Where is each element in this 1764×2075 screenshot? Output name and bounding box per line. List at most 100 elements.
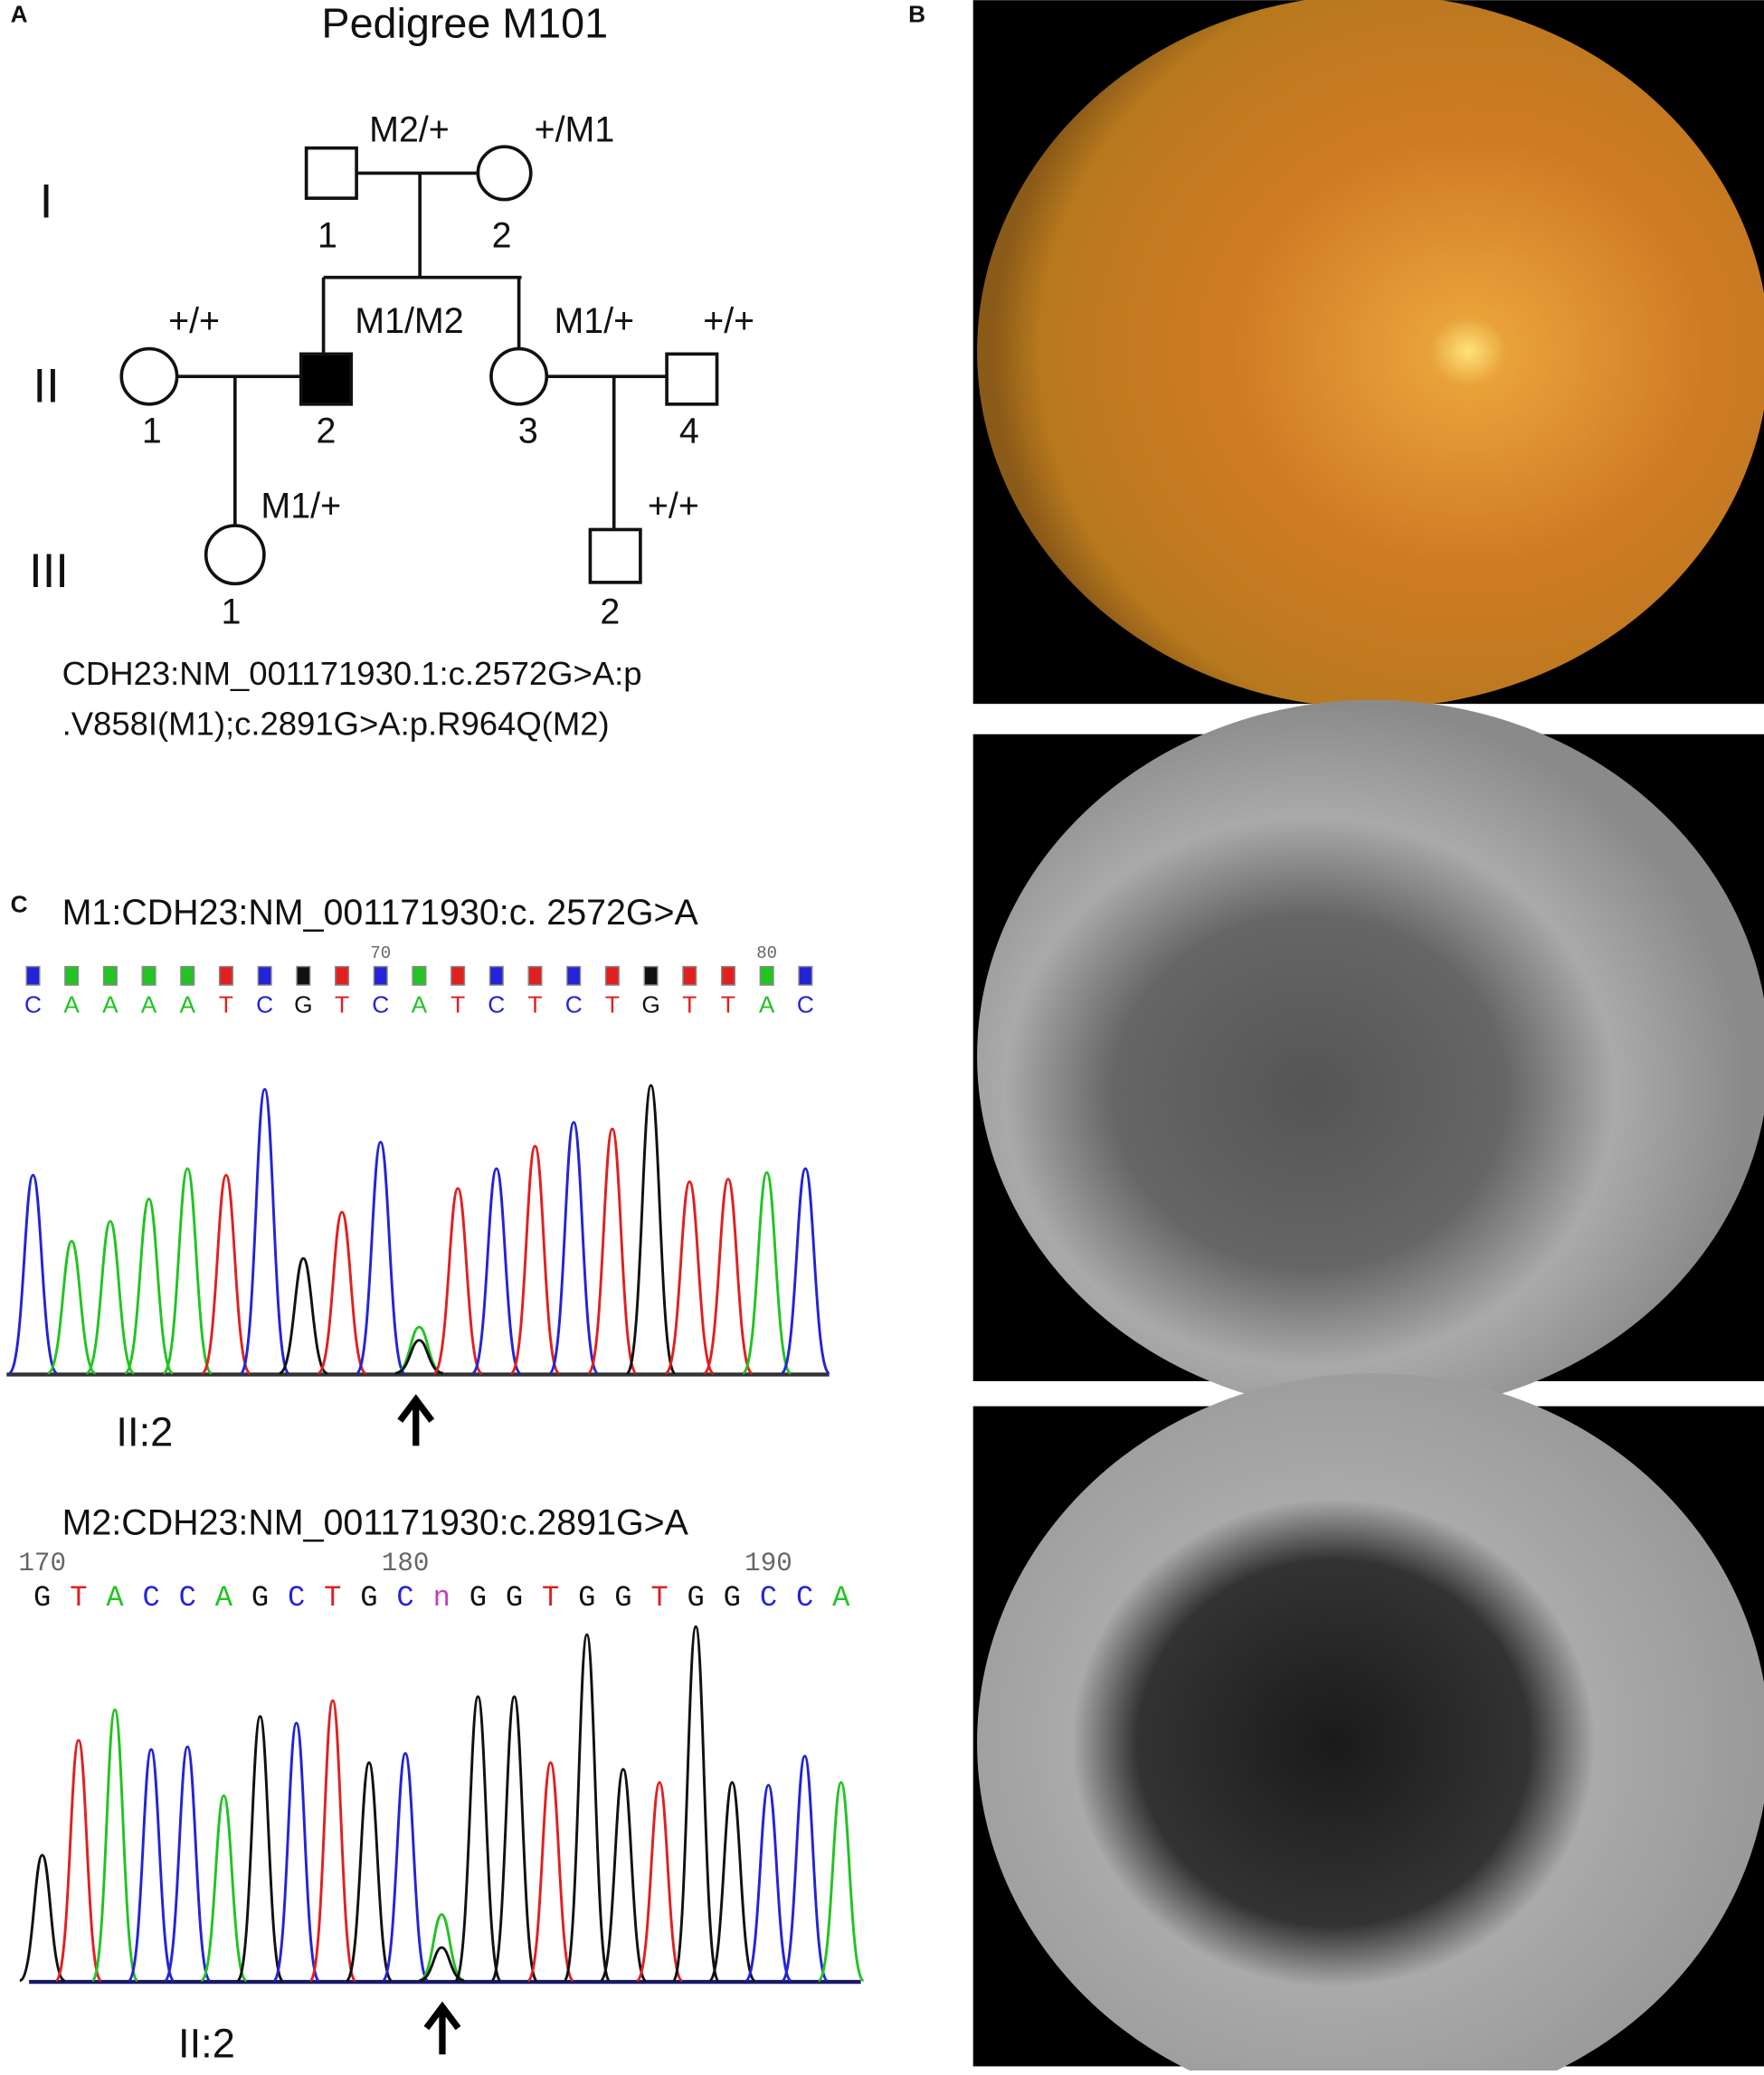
base-call: T — [70, 1581, 87, 1615]
female — [204, 524, 266, 586]
base-call: T — [650, 1581, 668, 1615]
base-call: C — [179, 1581, 196, 1615]
base-call: A — [141, 990, 157, 1018]
male — [304, 146, 358, 200]
base-call: T — [324, 1581, 341, 1615]
quality-box — [335, 965, 350, 986]
panel-label: C — [11, 890, 28, 917]
base-call: C — [24, 990, 42, 1018]
trace-peak — [780, 1167, 831, 1375]
fundus-disc — [977, 0, 1764, 708]
quality-box — [412, 965, 427, 986]
angiogram-disc — [977, 1373, 1764, 2075]
trace-peak — [625, 1084, 677, 1375]
trace-peak — [664, 1180, 716, 1375]
chromatogram-title: M2:CDH23:NM_001171930:c.2891G>A — [62, 1502, 689, 1542]
quality-box — [682, 965, 697, 986]
trace-peak — [345, 1761, 394, 1983]
trace-peak — [7, 1173, 59, 1375]
trace-peak — [163, 1745, 212, 1983]
quality-box — [373, 965, 388, 986]
individual-number: 4 — [679, 411, 699, 450]
quality-box — [257, 965, 272, 986]
base-call: A — [179, 990, 195, 1018]
genotype: M1/+ — [261, 487, 341, 526]
pedigree: Pedigree M101 I II III M2/+ 1 +/M1 2 +/+… — [29, 0, 754, 743]
individual-number: 1 — [221, 592, 241, 631]
individual-number: 1 — [318, 215, 337, 255]
trace-peak — [162, 1167, 213, 1375]
trace-peak — [90, 1708, 139, 1983]
female — [476, 145, 533, 202]
sample-label: II:2 — [116, 1409, 173, 1455]
trace-peak — [127, 1748, 175, 1983]
female — [489, 346, 549, 406]
trace-peak — [54, 1739, 103, 1983]
angiogram-disc — [977, 699, 1764, 1413]
position-label: 180 — [382, 1549, 430, 1578]
variant-text: .V858I(M1);c.2891G>A:p.R964Q(M2) — [62, 706, 610, 743]
individual-number: 2 — [492, 215, 512, 255]
arrow — [423, 2001, 461, 2055]
trace-peak — [201, 1173, 251, 1375]
base-call: T — [721, 990, 735, 1018]
variant-text: CDH23:NM_001171930.1:c.2572G>A:p — [62, 655, 642, 692]
individual-number: 3 — [518, 411, 538, 450]
base-call: T — [542, 1581, 559, 1615]
trace-peak — [741, 1170, 792, 1375]
base-call: G — [506, 1581, 523, 1615]
individual-number: 2 — [317, 411, 337, 450]
quality-box — [296, 965, 311, 986]
individual-number: 2 — [600, 592, 620, 631]
female — [119, 346, 179, 406]
quality-box — [643, 965, 659, 986]
genotype: M1/M2 — [355, 301, 463, 341]
position-label: 80 — [756, 943, 777, 963]
individual-number: 1 — [142, 411, 162, 450]
base-call: A — [759, 990, 775, 1018]
genotype: +/+ — [703, 301, 754, 341]
base-call: G — [578, 1581, 595, 1615]
base-call: G — [360, 1581, 377, 1615]
base-call: T — [450, 990, 465, 1018]
genotype: +/+ — [168, 301, 220, 341]
base-call: T — [682, 990, 697, 1018]
trace-peak — [703, 1178, 754, 1375]
base-call: C — [488, 990, 505, 1018]
quality-box — [218, 965, 233, 986]
trace-peak — [381, 1752, 430, 1983]
base-call: T — [335, 990, 349, 1018]
male — [588, 527, 642, 584]
base-call: A — [832, 1581, 850, 1615]
trace-peak — [18, 1853, 66, 1983]
trace-peak — [563, 1633, 612, 1983]
affected-male — [299, 352, 354, 406]
trace-peak — [432, 1187, 483, 1375]
arrow — [397, 1394, 435, 1446]
trace-peak — [509, 1144, 561, 1375]
trace-peak — [46, 1239, 97, 1375]
trace-peak — [394, 1339, 444, 1375]
trace-peak — [239, 1087, 290, 1375]
trace-peak — [744, 1784, 792, 1983]
trace-peak — [308, 1699, 357, 1983]
trace-peak — [317, 1210, 367, 1375]
trace-peak — [418, 1913, 465, 1983]
base-call: G — [724, 1581, 741, 1615]
base-call: G — [294, 990, 312, 1018]
genotype: M2/+ — [369, 110, 450, 150]
base-call: A — [63, 990, 80, 1018]
trace-peak — [490, 1695, 538, 1983]
sample-label: II:2 — [178, 2020, 235, 2066]
base-call: T — [219, 990, 233, 1018]
quality-box — [488, 965, 504, 986]
quality-box — [25, 965, 41, 986]
base-call: n — [433, 1581, 450, 1615]
trace-peak — [708, 1781, 756, 1983]
base-call: G — [469, 1581, 487, 1615]
quality-box — [102, 965, 118, 986]
base-call: G — [688, 1581, 705, 1615]
trace-peak — [272, 1721, 320, 1983]
base-call: G — [614, 1581, 631, 1615]
